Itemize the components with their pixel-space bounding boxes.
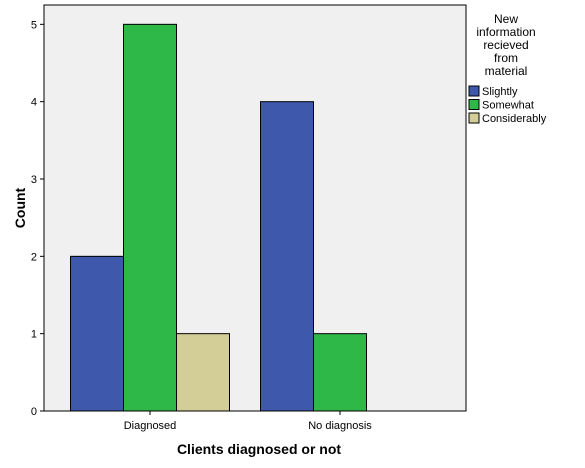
y-axis-title: Count xyxy=(12,187,28,228)
bars-group xyxy=(70,23,367,412)
legend-label-slightly: Slightly xyxy=(482,86,518,98)
y-tick-label: 0 xyxy=(31,406,37,418)
legend-swatch-somewhat xyxy=(468,99,480,110)
bar-slightly-diagnosed xyxy=(70,255,124,412)
y-tick-label: 5 xyxy=(31,19,37,31)
legend-title-line: material xyxy=(485,64,528,78)
bar-somewhat-no-diagnosis xyxy=(313,333,367,412)
legend-title-line: recieved xyxy=(483,38,528,52)
y-tick-label: 2 xyxy=(31,251,37,263)
y-tick-label: 3 xyxy=(31,174,37,186)
x-axis-title: Clients diagnosed or not xyxy=(177,441,341,457)
bar-slightly-no-diagnosis xyxy=(260,101,314,412)
x-axis: Diagnosed No diagnosis xyxy=(124,411,372,432)
legend-swatch-slightly xyxy=(468,85,480,97)
legend-title-line: New xyxy=(494,12,518,26)
legend-title-line: information xyxy=(476,25,535,39)
y-tick-label: 1 xyxy=(31,329,37,341)
bar-somewhat-diagnosed xyxy=(123,23,177,412)
legend-label-somewhat: Somewhat xyxy=(482,100,534,112)
y-axis: 0 1 2 3 4 5 xyxy=(31,19,44,418)
legend-label-considerably: Considerably xyxy=(482,113,547,125)
legend-title-line: from xyxy=(494,51,518,65)
y-tick-label: 4 xyxy=(31,97,37,109)
bar-considerably-diagnosed xyxy=(176,333,230,412)
x-tick-label: No diagnosis xyxy=(308,420,372,432)
x-tick-label: Diagnosed xyxy=(124,420,177,432)
legend-swatch-considerably xyxy=(468,112,480,124)
